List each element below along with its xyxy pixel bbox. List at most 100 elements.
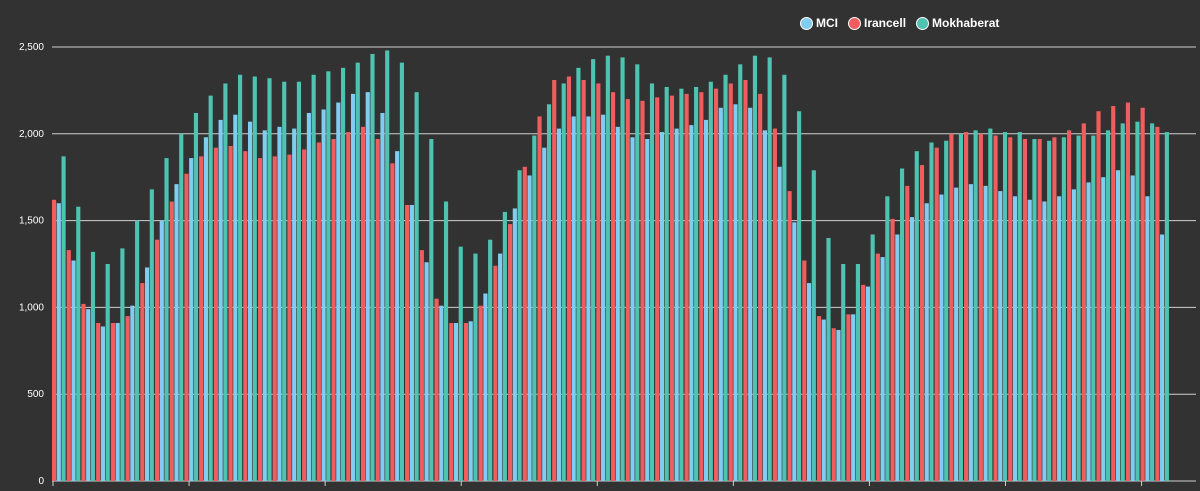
legend-item-mci[interactable]: MCI bbox=[800, 16, 838, 30]
bar-mci bbox=[395, 151, 400, 481]
bar-mokhaberat bbox=[223, 83, 228, 482]
bar-mci bbox=[439, 305, 444, 481]
bar-mci bbox=[483, 293, 488, 481]
bar-mci bbox=[277, 126, 282, 481]
bar-irancell bbox=[1022, 139, 1028, 481]
bar-mokhaberat bbox=[385, 50, 390, 482]
bar-mokhaberat bbox=[752, 55, 758, 482]
bar-mokhaberat bbox=[502, 211, 507, 482]
bar-irancell bbox=[522, 166, 527, 481]
bar-irancell bbox=[919, 165, 925, 481]
bar-mci bbox=[645, 139, 650, 481]
bar-mci bbox=[704, 119, 709, 482]
bar-mokhaberat bbox=[855, 264, 861, 481]
bar-mokhaberat bbox=[546, 104, 552, 482]
bar-mokhaberat bbox=[620, 57, 625, 481]
bar-irancell bbox=[228, 145, 233, 481]
bar-irancell bbox=[596, 83, 601, 482]
bar-irancell bbox=[713, 88, 719, 481]
bar-mci bbox=[762, 130, 767, 481]
bar-mci bbox=[527, 175, 532, 482]
bar-mokhaberat bbox=[488, 239, 493, 481]
bar-mci bbox=[174, 184, 179, 482]
bar-mci bbox=[586, 116, 591, 481]
bar-irancell bbox=[169, 201, 174, 481]
bar-irancell bbox=[419, 250, 424, 481]
bar-mci bbox=[453, 323, 459, 481]
bar-mci bbox=[542, 147, 547, 482]
bar-mci bbox=[262, 130, 267, 481]
y-tick-label: 500 bbox=[27, 389, 44, 400]
bar-mci bbox=[954, 187, 959, 481]
bar-mci bbox=[836, 329, 841, 481]
bar-mokhaberat bbox=[1105, 130, 1111, 481]
bar-mci bbox=[1101, 177, 1106, 481]
bar-irancell bbox=[375, 139, 380, 481]
bar-irancell bbox=[110, 323, 115, 481]
bar-mokhaberat bbox=[664, 86, 669, 481]
bar-mokhaberat bbox=[399, 62, 404, 482]
bar-mokhaberat bbox=[899, 168, 905, 481]
bar-irancell bbox=[669, 95, 674, 481]
bar-mci bbox=[306, 112, 311, 481]
bar-mci bbox=[851, 314, 856, 481]
bar-mci bbox=[924, 203, 929, 482]
bar-mokhaberat bbox=[1120, 123, 1125, 481]
bar-mci bbox=[674, 128, 679, 482]
bar-mokhaberat bbox=[1061, 137, 1066, 481]
bar-irancell bbox=[449, 323, 454, 481]
legend: MCI Irancell Mokhaberat bbox=[800, 16, 1009, 30]
bar-irancell bbox=[640, 100, 645, 481]
bar-mokhaberat bbox=[811, 170, 816, 482]
bar-irancell bbox=[816, 316, 822, 481]
legend-swatch-irancell bbox=[848, 16, 861, 30]
bar-mci bbox=[247, 121, 253, 481]
bar-mokhaberat bbox=[1076, 135, 1081, 481]
bar-mci bbox=[498, 253, 503, 481]
bar-mokhaberat bbox=[355, 62, 360, 482]
bar-mokhaberat bbox=[311, 74, 316, 481]
bar-mci bbox=[556, 128, 562, 482]
bar-mci bbox=[189, 158, 194, 481]
bar-mci bbox=[748, 107, 753, 481]
bar-mci bbox=[145, 267, 150, 481]
bar-irancell bbox=[758, 93, 763, 481]
bar-mci bbox=[512, 208, 517, 481]
bar-mci bbox=[336, 102, 341, 481]
bar-mokhaberat bbox=[561, 83, 566, 482]
bar-irancell bbox=[434, 298, 439, 481]
bar-mci bbox=[689, 125, 694, 482]
bar-irancell bbox=[405, 204, 410, 481]
bar-mci bbox=[380, 112, 385, 481]
bar-irancell bbox=[243, 151, 248, 481]
bar-irancell bbox=[52, 199, 57, 481]
bar-mokhaberat bbox=[135, 220, 140, 481]
bar-mci bbox=[292, 128, 297, 482]
bar-irancell bbox=[728, 83, 733, 482]
bar-mci bbox=[571, 116, 576, 481]
bar-mokhaberat bbox=[973, 130, 978, 481]
bar-irancell bbox=[1125, 102, 1131, 481]
bar-mokhaberat bbox=[370, 53, 375, 481]
bar-mokhaberat bbox=[929, 142, 934, 482]
bar-mci bbox=[159, 220, 164, 481]
bar-mokhaberat bbox=[782, 74, 787, 481]
bar-irancell bbox=[552, 79, 557, 481]
bar-mokhaberat bbox=[120, 248, 125, 481]
bar-mokhaberat bbox=[238, 74, 243, 481]
bar-irancell bbox=[154, 239, 160, 481]
bar-mokhaberat bbox=[988, 128, 993, 482]
bar-mci bbox=[233, 114, 238, 481]
bar-irancell bbox=[964, 132, 969, 481]
bar-mci bbox=[350, 93, 356, 481]
bar-mokhaberat bbox=[61, 156, 66, 482]
legend-item-mokhaberat[interactable]: Mokhaberat bbox=[916, 16, 999, 30]
bar-mokhaberat bbox=[591, 59, 596, 481]
bar-irancell bbox=[772, 128, 777, 482]
bar-mokhaberat bbox=[958, 133, 963, 482]
bar-mci bbox=[424, 262, 429, 481]
bar-mokhaberat bbox=[635, 64, 640, 482]
bar-mokhaberat bbox=[1032, 139, 1037, 481]
legend-item-irancell[interactable]: Irancell bbox=[848, 16, 906, 30]
bar-irancell bbox=[1111, 106, 1116, 482]
